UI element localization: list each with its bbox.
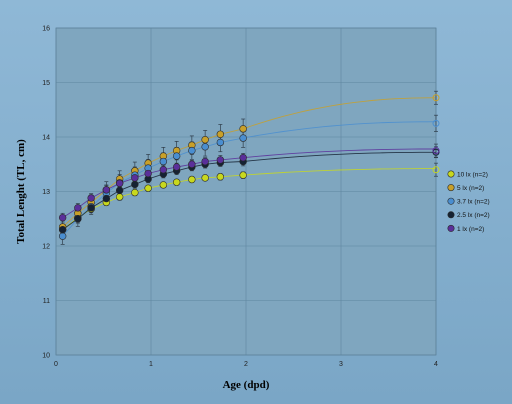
data-point [188, 146, 196, 155]
data-point [432, 166, 440, 174]
data-point [432, 94, 440, 102]
data-point [58, 232, 67, 240]
legend-label: 10 lx (n=2) [457, 171, 488, 178]
legend-label: 1 lx (n=2) [457, 226, 484, 233]
data-point [159, 166, 168, 174]
data-point [131, 188, 139, 197]
data-point [432, 119, 440, 127]
data-point [115, 179, 124, 188]
data-point [188, 175, 196, 184]
data-point [144, 169, 152, 178]
data-point [216, 130, 225, 138]
x-tick-label: 3 [339, 361, 343, 368]
legend-label: 2.5 lx (n=2) [457, 212, 490, 219]
data-point [172, 152, 181, 160]
data-point [201, 143, 209, 151]
legend-marker [447, 211, 455, 219]
data-point [239, 125, 247, 133]
data-point [102, 194, 111, 203]
data-point [131, 180, 139, 189]
data-point [102, 186, 111, 194]
data-point [87, 204, 95, 212]
data-point [159, 157, 168, 166]
x-axis-title: Age (dpd) [223, 379, 270, 391]
data-point [172, 163, 181, 171]
legend-marker [447, 197, 455, 205]
legend-marker [447, 170, 455, 178]
y-tick-label: 14 [42, 135, 50, 142]
data-points [58, 94, 440, 240]
data-point [144, 184, 152, 192]
y-tick-label: 16 [42, 26, 50, 33]
y-tick-label: 11 [43, 298, 50, 305]
data-point [239, 171, 247, 179]
data-point [115, 186, 124, 195]
data-point [74, 215, 82, 223]
gridlines [55, 27, 437, 356]
data-point [131, 174, 139, 182]
data-point [188, 160, 196, 168]
data-point [58, 213, 67, 222]
data-point [239, 134, 247, 142]
x-tick-label: 0 [54, 361, 58, 368]
legend: 10 lx (n=2) 5 lx (n=2) 3.7 lx (n=2) 2.5 lx … [447, 170, 490, 233]
y-tick-label: 15 [42, 80, 50, 87]
data-point [115, 193, 124, 201]
data-point [239, 154, 247, 162]
y-tick-label: 10 [42, 353, 50, 360]
data-point [201, 157, 209, 166]
legend-label: 5 lx (n=2) [457, 185, 484, 192]
data-point [87, 194, 95, 202]
data-point [172, 178, 181, 186]
x-tick-label: 2 [244, 361, 248, 368]
y-tick-label: 13 [42, 189, 50, 196]
data-point [201, 136, 209, 144]
x-tick-label: 1 [149, 361, 153, 368]
data-point [216, 138, 225, 147]
data-point [201, 174, 209, 182]
x-tick-label: 4 [434, 361, 438, 368]
y-axis-title: Total Lenght (TL, cm) [15, 139, 27, 244]
data-point [58, 225, 67, 234]
legend-marker [447, 184, 455, 192]
data-point [159, 181, 168, 189]
data-point [432, 147, 440, 155]
y-tick-label: 12 [42, 244, 50, 251]
legend-label: 3.7 lx (n=2) [457, 199, 490, 206]
data-point [74, 204, 82, 212]
data-point [216, 156, 225, 164]
legend-marker [447, 224, 455, 232]
data-point [216, 173, 225, 181]
